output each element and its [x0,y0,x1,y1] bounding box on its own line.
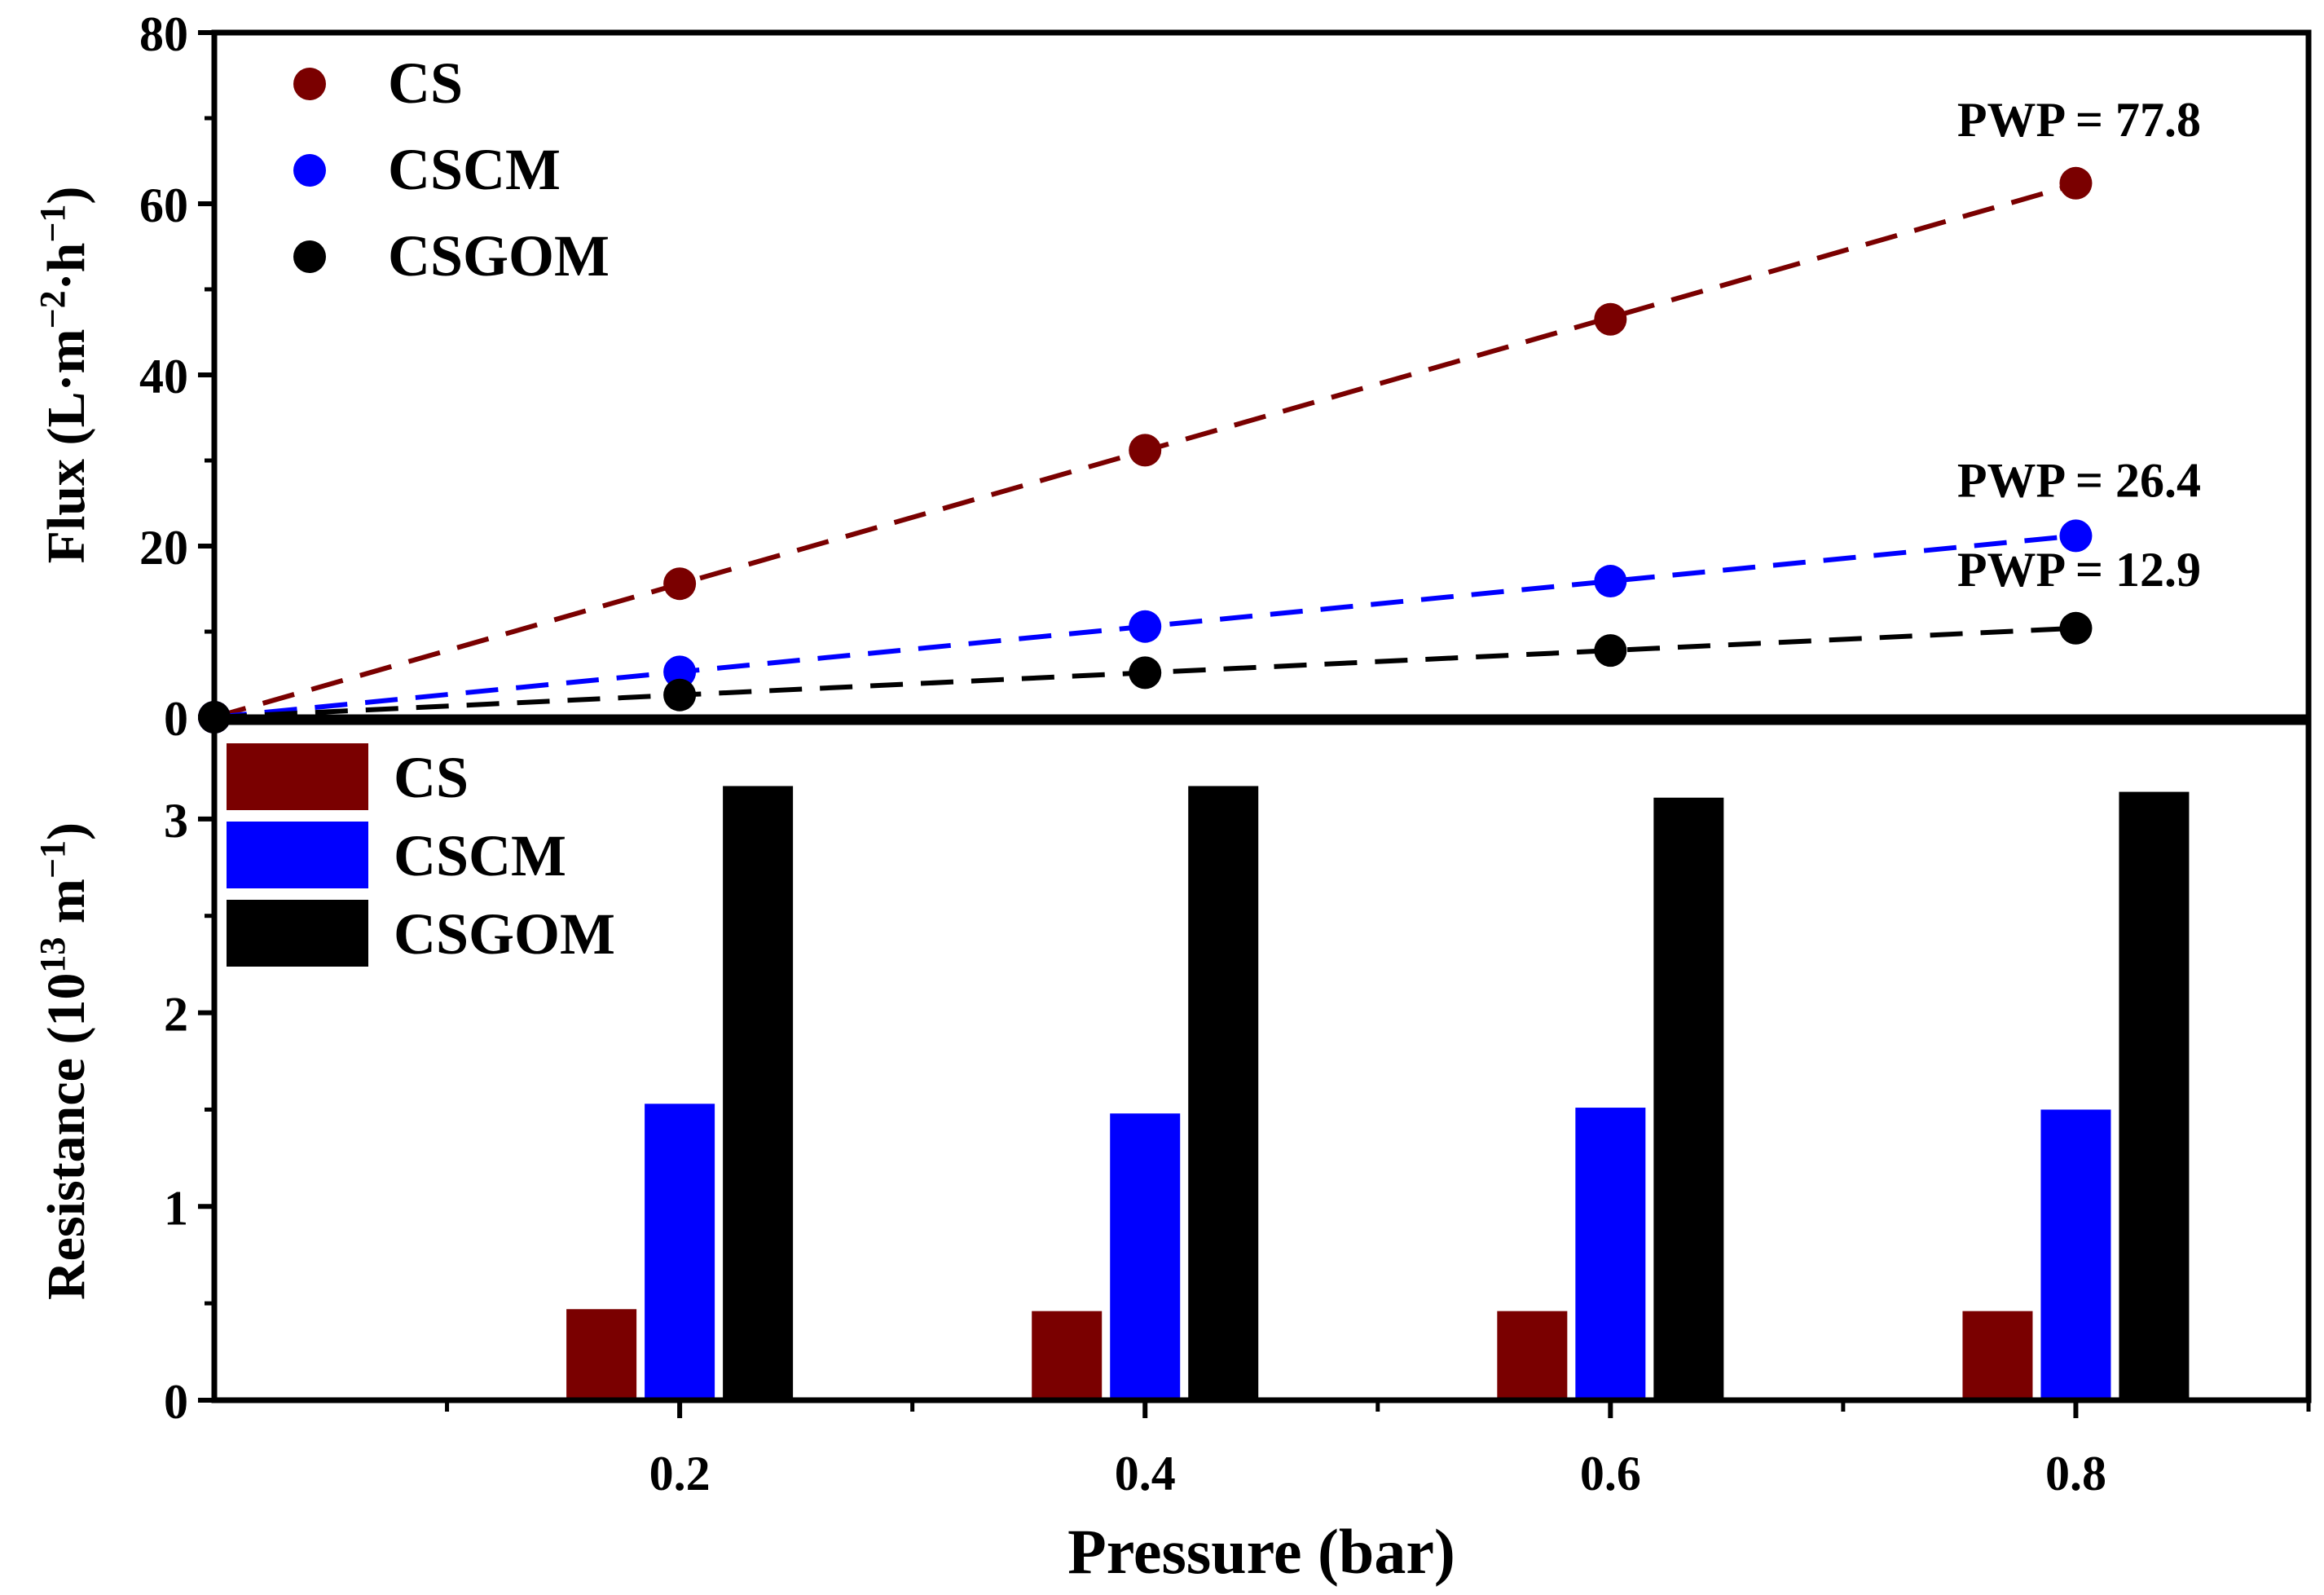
legend-marker-cs [293,68,326,100]
legend-swatch-csgom [227,900,368,967]
x-tick-label: 0.4 [1115,1447,1176,1500]
resistance-bars [566,786,2190,1400]
bar-cscm [645,1104,715,1400]
bar-cs [1032,1311,1103,1400]
pressure-x-ticks: 0.2 0.4 0.6 0.8 [445,1400,2311,1500]
y-tick-label: 2 [164,988,188,1042]
y-tick-label: 20 [139,521,188,575]
legend-label-csgom: CSGOM [388,223,610,289]
bar-cs [566,1309,637,1400]
legend-swatch-cscm [227,822,368,888]
x-tick-label: 0.6 [1580,1447,1641,1500]
y-tick-label: 1 [164,1181,188,1235]
pwp-annotations: PWP = 77.8 PWP = 26.4 PWP = 12.9 [1957,93,2201,597]
resistance-y-ticks: 0 1 2 3 [164,794,214,1429]
bar-cscm [2040,1109,2111,1400]
legend-label-csgom: CSGOM [394,901,615,967]
flux-y-ticks: 0 20 40 60 80 [139,7,214,746]
point-csgom [2059,611,2093,645]
x-axis-label: Pressure (bar) [1067,1516,1455,1587]
y-tick-label: 3 [164,794,188,848]
point-cs [663,567,697,601]
pwp-label-cscm: PWP = 26.4 [1957,453,2201,507]
flux-legend: CS CSCM CSGOM [293,51,610,289]
point-cs [1594,302,1627,336]
legend-swatch-cs [227,743,368,810]
bar-csgom [1188,786,1259,1400]
point-csgom [663,678,697,712]
pwp-label-csgom: PWP = 12.9 [1957,543,2201,597]
resistance-legend: CS CSCM CSGOM [227,743,615,967]
bar-csgom [1653,797,1724,1400]
legend-label-cs: CS [394,745,469,810]
point-cs [1129,434,1162,467]
flux-axes-frame [211,29,2312,720]
y-tick-label: 80 [139,7,188,61]
resistance-panel: CS CSCM CSGOM 0 1 2 3 0.2 0.4 0.6 0.8 Resistance… [33,743,2311,1587]
point-cscm [663,655,697,689]
flux-y-axis-label: Flux (L·m−2·h−1) [33,187,97,564]
resistance-y-axis-label: Resistance (1013 m−1) [33,822,97,1300]
y-tick-label: 0 [164,692,188,746]
flux-panel: PWP = 77.8 PWP = 26.4 PWP = 12.9 CS CSCM CSG… [33,7,2202,746]
x-tick-label: 0.2 [649,1447,711,1500]
point-csgom [1594,634,1627,668]
bar-cs [1962,1311,2033,1400]
legend-label-cs: CS [388,51,463,116]
y-tick-label: 60 [139,178,188,232]
axes-frames [211,29,2312,1403]
point-cscm [2059,519,2093,553]
legend-label-cscm: CSCM [388,137,561,202]
y-tick-label: 0 [164,1375,188,1429]
pwp-label-cs: PWP = 77.8 [1957,93,2201,147]
x-tick-label: 0.8 [2045,1447,2106,1500]
legend-label-cscm: CSCM [394,823,566,888]
point-cscm [1594,565,1627,598]
y-tick-label: 40 [139,350,188,403]
legend-marker-cscm [293,154,326,187]
bar-cscm [1575,1108,1646,1400]
legend-marker-csgom [293,240,326,273]
bar-cscm [1110,1113,1181,1400]
bar-cs [1497,1311,1568,1400]
point-cscm [1129,610,1162,643]
point-cs [2059,166,2093,200]
bar-csgom [723,786,794,1400]
resistance-axes-frame [211,719,2312,1403]
point-csgom [1129,656,1162,690]
bar-csgom [2119,791,2190,1400]
